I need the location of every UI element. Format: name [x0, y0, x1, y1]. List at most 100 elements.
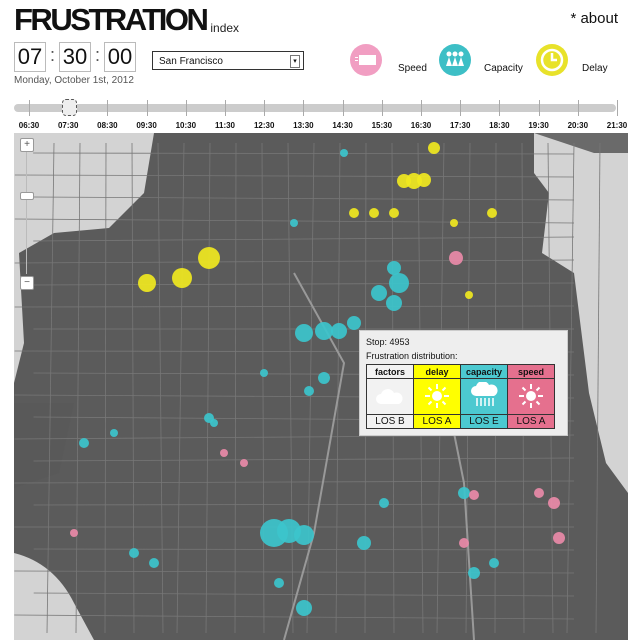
stop-marker[interactable] — [465, 291, 473, 299]
time-separator: : — [95, 45, 101, 65]
stop-marker[interactable] — [548, 497, 560, 509]
stop-marker[interactable] — [389, 208, 399, 218]
people-icon — [439, 44, 471, 76]
timeline-label[interactable]: 21:30 — [606, 121, 628, 130]
timeline-label[interactable]: 16:30 — [410, 121, 432, 130]
legend-label-capacity: Capacity — [484, 63, 523, 74]
stop-marker[interactable] — [138, 274, 156, 292]
timeline-label[interactable]: 11:30 — [214, 121, 236, 130]
timeline-tick — [303, 100, 305, 116]
timeline-tick — [499, 100, 501, 116]
stop-marker[interactable] — [240, 459, 248, 467]
timeline-tick — [538, 100, 540, 116]
zoom-slider-track[interactable] — [26, 152, 27, 274]
stop-marker[interactable] — [331, 323, 347, 339]
stop-marker[interactable] — [220, 449, 228, 457]
cloud-icon — [366, 378, 414, 415]
stop-marker[interactable] — [379, 498, 389, 508]
zoom-in-button[interactable]: + — [20, 138, 34, 152]
stop-marker[interactable] — [534, 488, 544, 498]
stop-marker[interactable] — [371, 285, 387, 301]
stop-marker[interactable] — [318, 372, 330, 384]
stop-marker[interactable] — [260, 369, 268, 377]
stop-marker[interactable] — [296, 600, 312, 616]
hours-field[interactable]: 07 — [14, 42, 46, 72]
timeline-label[interactable]: 19:30 — [528, 121, 549, 130]
app-subtitle: index — [210, 21, 240, 35]
stop-marker[interactable] — [210, 419, 218, 427]
stop-marker[interactable] — [349, 208, 359, 218]
about-link[interactable]: * about — [570, 10, 618, 27]
stop-marker[interactable] — [340, 149, 348, 157]
timeline-tick — [460, 100, 462, 116]
timeline-label[interactable]: 09:30 — [136, 121, 157, 130]
stop-marker[interactable] — [450, 219, 458, 227]
stop-marker[interactable] — [369, 208, 379, 218]
stop-marker[interactable] — [295, 324, 313, 342]
timeline-tick — [617, 100, 618, 116]
stop-marker[interactable] — [389, 273, 409, 293]
stop-marker[interactable] — [487, 208, 497, 218]
frustration-table: factors delay capacity speed LOS B LOS A LOS E… — [366, 364, 555, 429]
timeline-label[interactable]: 10:30 — [175, 121, 197, 130]
stop-marker[interactable] — [357, 536, 371, 550]
stop-marker[interactable] — [553, 532, 565, 544]
timeline-label[interactable]: 06:30 — [18, 121, 40, 130]
los-value: LOS B — [366, 414, 414, 429]
stop-marker[interactable] — [79, 438, 89, 448]
timeline-slider[interactable] — [14, 104, 616, 112]
timeline-label[interactable]: 12:30 — [253, 121, 275, 130]
timeline-label[interactable]: 15:30 — [371, 121, 393, 130]
timeline-label[interactable]: 20:30 — [567, 121, 589, 130]
timeline-label[interactable]: 08:30 — [97, 121, 118, 130]
stop-marker[interactable] — [397, 174, 411, 188]
zoom-out-button[interactable]: − — [20, 276, 34, 290]
stop-marker[interactable] — [417, 173, 431, 187]
timeline-tick — [107, 100, 109, 116]
stop-marker[interactable] — [449, 251, 463, 265]
stop-marker[interactable] — [304, 386, 314, 396]
seconds-field[interactable]: 00 — [104, 42, 136, 72]
stop-marker[interactable] — [469, 490, 479, 500]
column-header: delay — [413, 364, 461, 379]
stop-marker[interactable] — [468, 567, 480, 579]
sun-icon — [413, 378, 461, 415]
chevron-down-icon: ▾ — [290, 55, 300, 68]
rain-cloud-icon — [460, 378, 508, 415]
stop-marker[interactable] — [274, 578, 284, 588]
stop-marker[interactable] — [315, 322, 333, 340]
date-label: Monday, October 1st, 2012 — [14, 75, 134, 86]
stop-marker[interactable] — [294, 525, 314, 545]
city-select[interactable]: San Francisco ▾ — [152, 51, 304, 70]
timeline-label[interactable]: 17:30 — [449, 121, 471, 130]
stop-marker[interactable] — [458, 487, 470, 499]
timeline-handle[interactable] — [62, 99, 77, 116]
timeline-tick — [225, 100, 226, 116]
timeline-label[interactable]: 07:30 — [57, 121, 79, 130]
stop-marker[interactable] — [129, 548, 139, 558]
stop-marker[interactable] — [110, 429, 118, 437]
column-header: capacity — [460, 364, 508, 379]
timeline-tick — [342, 100, 344, 116]
stop-marker[interactable] — [459, 538, 469, 548]
stop-marker[interactable] — [70, 529, 78, 537]
minutes-field[interactable]: 30 — [59, 42, 91, 72]
stop-marker[interactable] — [387, 261, 401, 275]
column-header: speed — [507, 364, 555, 379]
stop-marker[interactable] — [198, 247, 220, 269]
clock-icon — [536, 44, 568, 76]
legend-label-delay: Delay — [582, 63, 608, 74]
stop-marker[interactable] — [290, 219, 298, 227]
stop-marker[interactable] — [428, 142, 440, 154]
zoom-slider-handle[interactable] — [20, 192, 34, 200]
stop-marker[interactable] — [489, 558, 499, 568]
timeline-label[interactable]: 13:30 — [293, 121, 314, 130]
app-header: FRUSTRATION index — [14, 2, 239, 38]
stop-marker[interactable] — [149, 558, 159, 568]
timeline-label[interactable]: 14:30 — [332, 121, 353, 130]
stop-marker[interactable] — [386, 295, 402, 311]
stop-marker[interactable] — [347, 316, 361, 330]
timeline-tick — [421, 100, 422, 116]
timeline-label[interactable]: 18:30 — [489, 121, 510, 130]
stop-marker[interactable] — [172, 268, 192, 288]
